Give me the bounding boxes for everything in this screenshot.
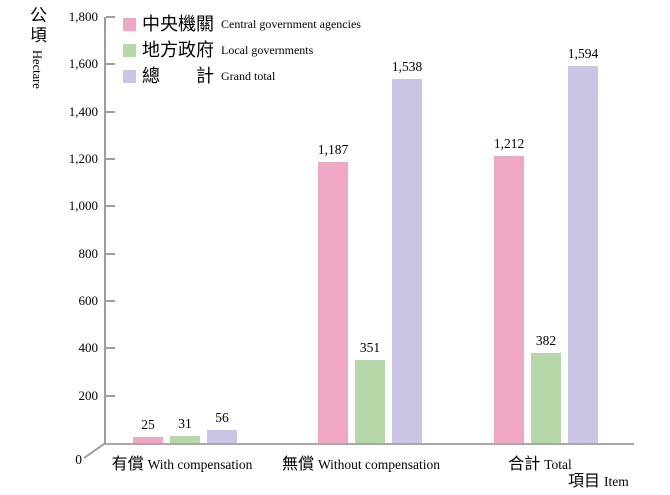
y-axis-tick: [106, 111, 115, 113]
origin-label: 0: [75, 452, 82, 467]
y-axis-tick: [106, 395, 115, 397]
y-axis-tick-label: 1,200: [68, 151, 98, 166]
legend-label-english: Central government agencies: [221, 16, 361, 31]
bar-series1-group2: [531, 353, 561, 443]
x-axis-label-english: Item: [604, 474, 629, 489]
legend-item-central-government: 中央機關 Central government agencies: [123, 11, 361, 37]
category-label-without-compensation: 無償 Without compensation: [282, 450, 440, 474]
y-axis-tick: [106, 205, 115, 207]
bar-series1-group0: [170, 436, 200, 443]
bar-value-label: 382: [535, 333, 557, 348]
y-axis-tick-label: 1,600: [68, 56, 98, 71]
legend-item-local-governments: 地方政府 Local governments: [123, 37, 361, 63]
bar-value-label: 25: [141, 417, 155, 432]
legend-label-chinese: 總 計: [142, 66, 214, 86]
bar-value-label: 31: [178, 416, 192, 431]
bar-series1-group1: [355, 360, 385, 443]
y-axis-line: [104, 17, 106, 444]
y-axis-tick-label: 1,800: [68, 9, 98, 24]
y-axis-label-english: Hectare: [30, 50, 44, 89]
bar-series2-group1: [392, 79, 422, 443]
bar-value-label: 1,594: [567, 46, 599, 61]
y-axis-tick: [106, 300, 115, 302]
bar-value-label: 1,187: [317, 142, 349, 157]
legend-label-english: Grand total: [221, 68, 276, 83]
bar-series0-group2: [494, 156, 524, 443]
y-axis-tick-label: 1,400: [68, 104, 98, 119]
y-axis-tick-label: 600: [78, 293, 99, 308]
category-label-chinese: 有償: [111, 456, 144, 473]
bar-series0-group1: [318, 162, 348, 443]
y-axis-tick-label: 800: [78, 246, 99, 261]
x-axis-label-chinese: 項目: [568, 473, 601, 490]
origin-leader-line: [83, 442, 106, 459]
legend-swatch-local-governments: [123, 43, 136, 57]
y-axis-title: 公頃 Hectare: [27, 6, 46, 89]
bar-value-label: 56: [215, 410, 229, 425]
bar-value-label: 1,538: [391, 59, 423, 74]
legend-item-grand-total: 總 計 Grand total: [123, 63, 361, 89]
y-axis-tick-label: 400: [78, 340, 99, 355]
y-axis-tick-label: 200: [78, 388, 99, 403]
y-axis-tick: [106, 347, 115, 349]
category-label-english: Without compensation: [317, 457, 441, 472]
legend-label-english: Local governments: [221, 42, 314, 57]
category-label-total: 合計 Total: [508, 450, 572, 474]
category-label-with-compensation: 有償 With compensation: [112, 450, 253, 474]
y-axis-tick-label: 1,000: [68, 198, 98, 213]
x-axis-line: [104, 443, 634, 445]
y-axis-label-chinese: 公頃: [27, 6, 46, 46]
bar-series2-group2: [568, 66, 598, 443]
legend-swatch-central-government: [123, 17, 136, 31]
bar-series0-group0: [133, 437, 163, 443]
legend: 中央機關 Central government agencies 地方政府 Lo…: [123, 11, 361, 89]
legend-label-chinese: 中央機關: [142, 14, 214, 34]
category-label-chinese: 合計: [508, 456, 541, 473]
x-axis-title: 項目 Item: [568, 467, 629, 491]
bar-series2-group0: [207, 430, 237, 443]
y-axis-tick: [106, 16, 115, 18]
bar-value-label: 351: [359, 340, 381, 355]
legend-swatch-grand-total: [123, 69, 136, 83]
legend-label-chinese: 地方政府: [142, 40, 214, 60]
y-axis-tick: [106, 158, 115, 160]
category-label-chinese: 無償: [281, 456, 314, 473]
bar-value-label: 1,212: [493, 136, 525, 151]
category-label-english: Total: [544, 457, 572, 472]
category-label-english: With compensation: [147, 457, 253, 472]
y-axis-tick: [106, 253, 115, 255]
y-axis-tick: [106, 63, 115, 65]
